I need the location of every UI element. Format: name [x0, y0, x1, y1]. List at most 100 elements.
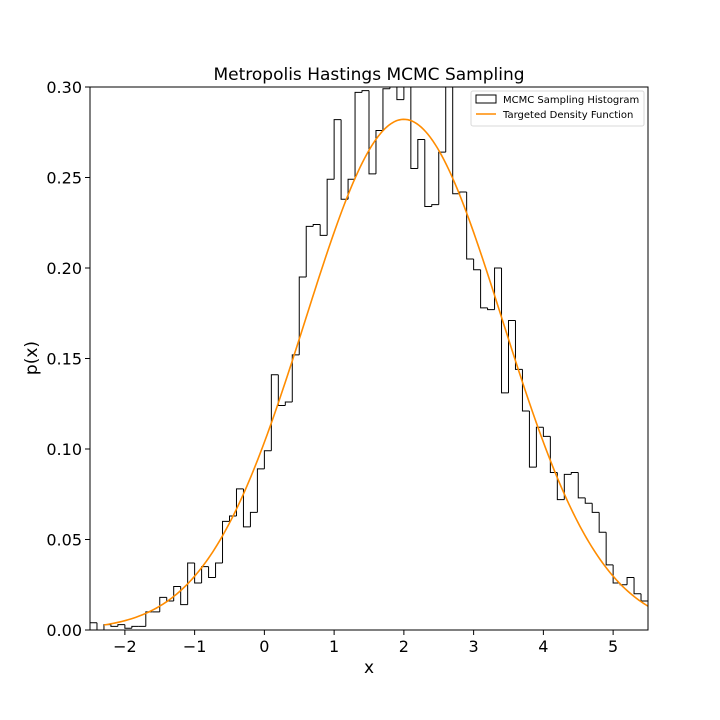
- histogram-bin: [347, 178, 356, 200]
- histogram-bin: [410, 87, 418, 169]
- histogram-bin: [277, 374, 286, 407]
- histogram-bin: [626, 577, 635, 585]
- histogram-bin: [459, 191, 467, 194]
- legend-box: [470, 90, 645, 127]
- histogram-bin: [556, 472, 565, 501]
- legend: MCMC Sampling Histogram Targeted Density…: [470, 90, 645, 127]
- histogram-bin: [117, 624, 125, 627]
- legend-histogram-swatch: [475, 94, 497, 104]
- histogram-bin: [194, 563, 202, 584]
- histogram-bin: [598, 512, 607, 533]
- histogram-bin: [480, 269, 488, 309]
- histogram-bin: [256, 468, 265, 513]
- histogram-bin: [235, 488, 244, 516]
- histogram-bin: [487, 307, 495, 311]
- x-tick-label: 0: [259, 637, 269, 656]
- histogram-bin: [501, 268, 509, 394]
- histogram-bin: [270, 374, 279, 451]
- histogram-bin: [215, 562, 223, 578]
- histogram-bin: [473, 258, 481, 271]
- histogram-series: [89, 86, 649, 631]
- histogram-bin: [291, 354, 300, 402]
- histogram-bin: [577, 472, 586, 499]
- histogram-bin: [361, 90, 369, 93]
- histogram-bin: [424, 139, 432, 207]
- y-tick-label: 0.00: [46, 621, 82, 640]
- histogram-bin: [549, 436, 558, 474]
- histogram-bin: [229, 515, 237, 522]
- legend-label-density: Targeted Density Function: [502, 110, 633, 121]
- histogram-bin: [368, 90, 376, 175]
- histogram-bin: [249, 511, 258, 527]
- y-tick-label: 0.05: [46, 531, 82, 550]
- histogram-bin: [382, 88, 390, 131]
- x-axis: −2 −1 0 1 2 3 4 5: [113, 630, 618, 656]
- histogram-bin: [452, 87, 460, 195]
- histogram-bin: [514, 320, 523, 370]
- histogram-bin: [396, 87, 404, 101]
- histogram-bin: [542, 427, 551, 437]
- histogram-bin: [528, 410, 537, 468]
- legend-label-histogram: MCMC Sampling Histogram: [503, 95, 639, 106]
- y-tick-label: 0.25: [46, 169, 82, 188]
- histogram-bin: [633, 577, 642, 595]
- y-axis-label: p(x): [22, 341, 42, 375]
- density-line: [103, 118, 649, 626]
- histogram-bin: [570, 472, 579, 475]
- histogram-bin: [124, 624, 132, 629]
- histogram-bin: [417, 138, 425, 169]
- histogram-bin: [96, 622, 104, 631]
- histogram-bin: [201, 566, 209, 583]
- histogram-bin: [131, 625, 139, 629]
- histogram-bin: [263, 450, 272, 469]
- histogram-bin: [438, 151, 446, 205]
- histogram-bin: [187, 562, 195, 605]
- histogram-bin: [312, 224, 321, 227]
- histogram-bin: [222, 520, 230, 564]
- histogram-bin: [208, 566, 216, 579]
- x-axis-label: x: [364, 658, 374, 678]
- x-tick-label: 1: [329, 637, 339, 656]
- histogram-bin: [375, 129, 383, 174]
- x-tick-label: 4: [538, 637, 548, 656]
- x-tick-label: −1: [183, 637, 207, 656]
- x-tick-label: 2: [399, 637, 409, 656]
- chart-title: Metropolis Hastings MCMC Sampling: [213, 65, 524, 85]
- histogram-bin: [340, 119, 349, 200]
- histogram-bin: [494, 267, 502, 310]
- histogram-bin: [159, 596, 167, 612]
- histogram-bin: [89, 622, 97, 630]
- histogram-bin: [584, 497, 593, 504]
- histogram-bin: [563, 473, 572, 500]
- x-tick-label: 3: [469, 637, 479, 656]
- histogram-bin: [612, 564, 621, 584]
- histogram-bin: [110, 624, 118, 627]
- x-tick-label: 5: [608, 637, 618, 656]
- histogram-bin: [326, 178, 335, 236]
- histogram-bin: [319, 224, 328, 236]
- histogram-bin: [431, 204, 439, 207]
- histogram-bin: [591, 503, 600, 513]
- y-axis: 0.00 0.05 0.10 0.15 0.20 0.25 0.30: [46, 78, 90, 640]
- histogram-bin: [508, 319, 516, 393]
- histogram-bin: [466, 191, 474, 260]
- histogram-bin: [333, 119, 342, 180]
- histogram-bin: [242, 488, 251, 528]
- y-tick-label: 0.15: [46, 350, 82, 369]
- y-tick-label: 0.20: [46, 259, 82, 278]
- histogram-bin: [298, 276, 307, 355]
- histogram-bin: [640, 593, 648, 602]
- histogram-bin: [403, 86, 411, 100]
- histogram-bin: [535, 426, 544, 468]
- histogram-bin: [305, 225, 314, 278]
- y-tick-label: 0.10: [46, 440, 82, 459]
- y-tick-label: 0.30: [46, 78, 82, 97]
- histogram-bin: [605, 532, 614, 566]
- histogram-bin: [180, 586, 188, 606]
- histogram-bin: [145, 611, 153, 627]
- histogram-bin: [354, 91, 363, 180]
- histogram-bin: [284, 401, 293, 406]
- histogram-bin: [445, 86, 453, 153]
- x-tick-label: −2: [113, 637, 137, 656]
